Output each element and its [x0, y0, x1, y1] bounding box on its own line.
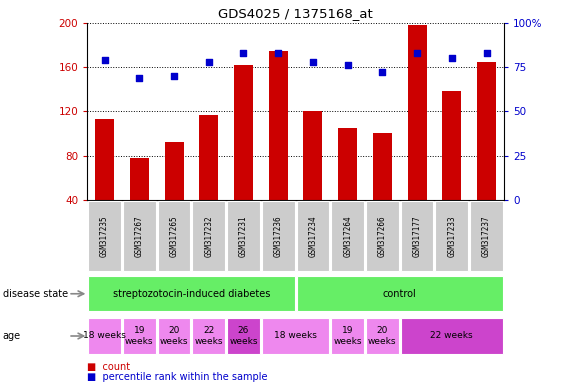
Text: control: control: [383, 289, 417, 299]
Bar: [262, 201, 294, 271]
Text: GSM317267: GSM317267: [135, 215, 144, 257]
Text: ■  count: ■ count: [87, 362, 131, 372]
Point: [204, 59, 213, 65]
Text: disease state: disease state: [3, 289, 68, 299]
Bar: [443, 91, 461, 200]
Text: GSM317265: GSM317265: [169, 215, 178, 257]
Bar: [366, 201, 399, 271]
Text: GSM317177: GSM317177: [413, 215, 422, 257]
Text: 26
weeks: 26 weeks: [229, 326, 258, 346]
Point: [447, 55, 456, 61]
Bar: [88, 201, 121, 271]
Bar: [199, 115, 218, 200]
Bar: [332, 318, 364, 354]
Bar: [123, 318, 155, 354]
Text: age: age: [3, 331, 21, 341]
Bar: [408, 25, 427, 200]
Bar: [470, 201, 503, 271]
Bar: [164, 142, 184, 200]
Bar: [401, 201, 434, 271]
Bar: [366, 318, 399, 354]
Text: GSM317231: GSM317231: [239, 215, 248, 257]
Text: GSM317264: GSM317264: [343, 215, 352, 257]
Bar: [373, 134, 392, 200]
Bar: [227, 318, 260, 354]
Text: 18 weeks: 18 weeks: [83, 331, 126, 341]
Bar: [436, 201, 468, 271]
Text: 20
weeks: 20 weeks: [160, 326, 188, 346]
Point: [274, 50, 283, 56]
Bar: [338, 128, 357, 200]
Text: streptozotocin-induced diabetes: streptozotocin-induced diabetes: [113, 289, 270, 299]
Bar: [477, 62, 496, 200]
Text: ■  percentile rank within the sample: ■ percentile rank within the sample: [87, 372, 268, 382]
Title: GDS4025 / 1375168_at: GDS4025 / 1375168_at: [218, 7, 373, 20]
Bar: [262, 318, 329, 354]
Bar: [158, 318, 190, 354]
Bar: [227, 201, 260, 271]
Text: GSM317237: GSM317237: [482, 215, 491, 257]
Bar: [269, 51, 288, 200]
Bar: [234, 65, 253, 200]
Bar: [88, 276, 294, 311]
Bar: [193, 318, 225, 354]
Bar: [332, 201, 364, 271]
Text: 22
weeks: 22 weeks: [195, 326, 223, 346]
Bar: [303, 111, 323, 200]
Text: GSM317266: GSM317266: [378, 215, 387, 257]
Text: GSM317232: GSM317232: [204, 215, 213, 257]
Bar: [130, 158, 149, 200]
Text: GSM317236: GSM317236: [274, 215, 283, 257]
Bar: [401, 318, 503, 354]
Bar: [158, 201, 190, 271]
Point: [413, 50, 422, 56]
Bar: [123, 201, 155, 271]
Point: [309, 59, 318, 65]
Bar: [297, 201, 329, 271]
Text: GSM317235: GSM317235: [100, 215, 109, 257]
Bar: [88, 318, 121, 354]
Point: [169, 73, 178, 79]
Text: 18 weeks: 18 weeks: [274, 331, 317, 341]
Bar: [193, 201, 225, 271]
Text: GSM317233: GSM317233: [448, 215, 456, 257]
Point: [239, 50, 248, 56]
Bar: [95, 119, 114, 200]
Point: [482, 50, 491, 56]
Point: [378, 70, 387, 76]
Text: 20
weeks: 20 weeks: [368, 326, 396, 346]
Text: GSM317234: GSM317234: [309, 215, 318, 257]
Point: [100, 57, 109, 63]
Point: [135, 75, 144, 81]
Bar: [297, 276, 503, 311]
Text: 19
weeks: 19 weeks: [333, 326, 362, 346]
Text: 19
weeks: 19 weeks: [125, 326, 154, 346]
Text: 22 weeks: 22 weeks: [431, 331, 473, 341]
Point: [343, 62, 352, 68]
